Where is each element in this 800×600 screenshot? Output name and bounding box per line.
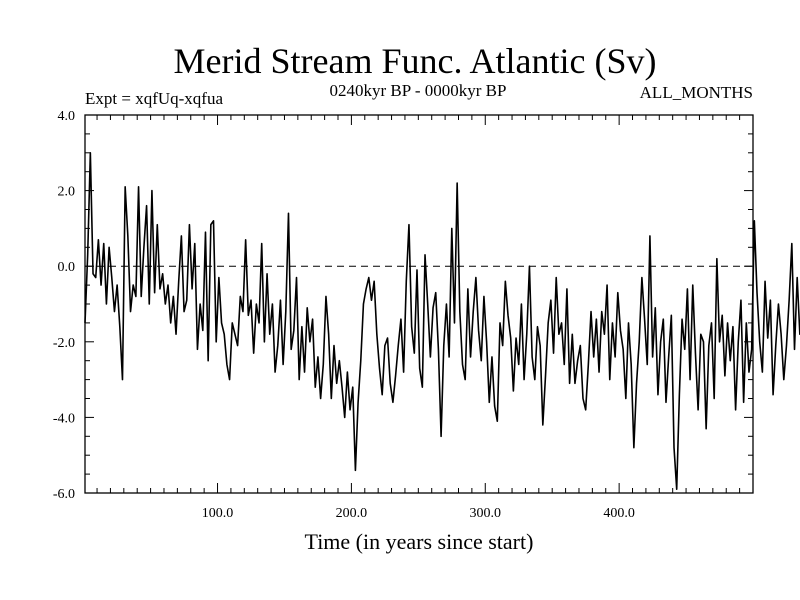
y-tick-label: 4.0: [58, 109, 76, 124]
ticks-layer: [85, 114, 753, 494]
x-tick-label: 300.0: [470, 506, 502, 521]
x-axis-label: Time (in years since start): [305, 529, 534, 554]
y-tick-label: -4.0: [53, 411, 75, 426]
series-layer: [84, 152, 800, 491]
y-tick-label: 2.0: [58, 185, 76, 200]
months-label: ALL_MONTHS: [640, 83, 753, 102]
time-range-label: 0240kyr BP - 0000kyr BP: [330, 81, 507, 100]
y-tick-label: -2.0: [53, 336, 75, 351]
x-tick-label: 100.0: [202, 506, 234, 521]
series-line-0: [84, 152, 800, 491]
chart-title: Merid Stream Func. Atlantic (Sv): [174, 41, 657, 81]
y-tick-label: -6.0: [53, 487, 75, 502]
y-tick-label: 0.0: [58, 260, 76, 275]
x-tick-label: 200.0: [336, 506, 368, 521]
plot-frame: [84, 114, 754, 494]
experiment-label: Expt = xqfUq-xqfua: [85, 89, 223, 108]
x-tick-label: 400.0: [603, 506, 635, 521]
tick-labels-layer: -6.0 -4.0 -2.0 0.0 2.0 4.0 100.0 200.0 300.0 400.…: [53, 109, 635, 521]
